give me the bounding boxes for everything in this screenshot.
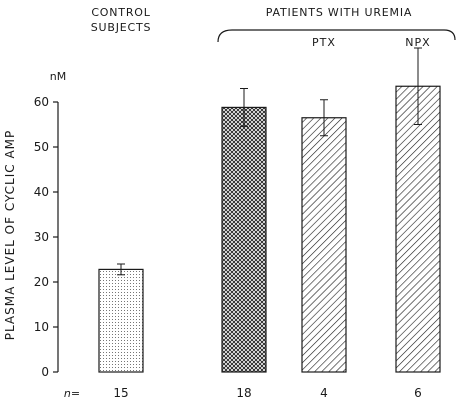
control-label-line1: CONTROL	[91, 6, 150, 19]
bar-category-label: PTX	[312, 36, 336, 49]
y-tick-label: 40	[34, 185, 49, 199]
bar-group: 15	[98, 263, 144, 400]
bar	[301, 117, 347, 373]
bar-group: 4 PTX	[301, 36, 347, 400]
bar-group: 18	[221, 88, 267, 400]
n-value: 6	[414, 386, 422, 400]
bar	[395, 85, 441, 373]
bars-group: 15 18 4 PTX 6 NPX	[98, 36, 441, 400]
y-tick-label: 0	[41, 365, 49, 379]
patients-bracket	[217, 29, 456, 43]
n-value: 18	[236, 386, 251, 400]
y-tick-label: 60	[34, 95, 49, 109]
y-tick-label: 50	[34, 140, 49, 154]
control-label-line2: SUBJECTS	[91, 21, 152, 34]
bar-category-label: NPX	[405, 36, 430, 49]
y-axis: 0 10 20 30 40 50 60	[34, 95, 59, 379]
y-tick-label: 10	[34, 320, 49, 334]
y-tick-label: 30	[34, 230, 49, 244]
bar-group: 6 NPX	[395, 36, 441, 400]
bar	[98, 268, 144, 373]
y-axis-title: PLASMA LEVEL OF CYCLIC AMP	[3, 130, 17, 341]
y-axis-unit: nM	[50, 70, 66, 83]
n-value: 4	[320, 386, 328, 400]
bar	[221, 106, 267, 373]
n-value: 15	[113, 386, 128, 400]
y-tick-label: 20	[34, 275, 49, 289]
n-label: n=	[64, 387, 80, 400]
patients-group-label: PATIENTS WITH UREMIA	[266, 6, 412, 19]
